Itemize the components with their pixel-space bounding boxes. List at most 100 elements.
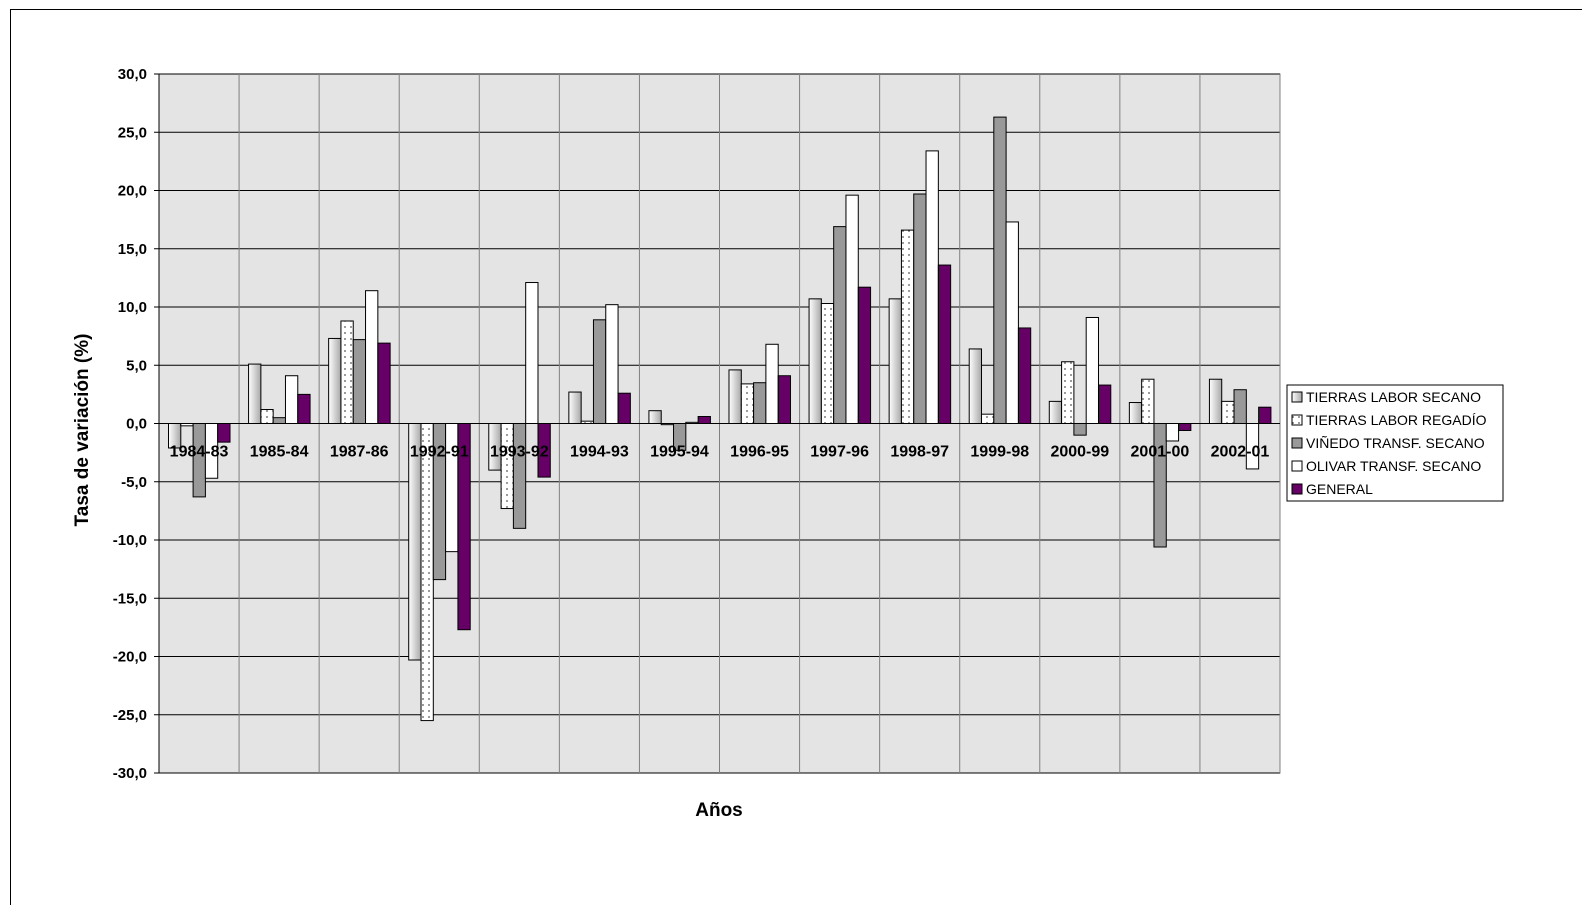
y-tick-label: 25,0 <box>118 124 147 141</box>
x-category-label: 1994-93 <box>570 444 629 461</box>
bar <box>272 417 286 425</box>
legend-swatch <box>1291 391 1303 403</box>
y-tick-label: -5,0 <box>121 474 147 491</box>
bar <box>981 413 995 424</box>
bar <box>592 319 607 424</box>
bar <box>1048 400 1063 424</box>
bar <box>968 348 983 424</box>
bar <box>765 343 779 424</box>
y-tick-label: -30,0 <box>113 765 147 782</box>
bar <box>365 290 379 424</box>
bar <box>777 375 792 425</box>
legend-swatch <box>1291 460 1303 472</box>
bar <box>284 375 299 425</box>
y-tick-label: -10,0 <box>113 532 147 549</box>
bar <box>217 423 231 443</box>
bar <box>352 339 367 424</box>
bar <box>1061 361 1075 424</box>
legend-swatch <box>1291 437 1303 449</box>
bar <box>297 393 311 425</box>
x-category-label: 1999-98 <box>970 444 1029 461</box>
bar <box>888 298 902 425</box>
bar <box>1258 406 1272 425</box>
bar <box>1178 423 1192 431</box>
legend-box <box>1286 384 1504 502</box>
bar <box>820 303 835 424</box>
y-tick-label: 20,0 <box>118 183 147 200</box>
legend-label: GENERAL <box>1306 481 1373 497</box>
bar <box>993 116 1007 424</box>
y-tick-label: 30,0 <box>118 66 147 83</box>
bar <box>1097 384 1112 424</box>
bar <box>1017 327 1032 424</box>
legend-label: VIÑEDO TRANSF. SECANO <box>1306 435 1485 451</box>
bar <box>512 423 527 529</box>
bar <box>260 409 274 424</box>
bar <box>568 391 582 424</box>
legend-label: TIERRAS LABOR SECANO <box>1306 389 1481 405</box>
x-category-label: 1984-83 <box>170 444 229 461</box>
gridlines <box>154 73 1281 774</box>
bar <box>328 337 342 425</box>
bar <box>1128 402 1143 424</box>
y-tick-label: 10,0 <box>118 299 147 316</box>
y-tick-labels: 30,0 25,0 20,0 15,0 10,0 5,0 0,0 -5,0 -10,0 -15,0… <box>113 66 147 782</box>
bar <box>913 193 927 424</box>
bar <box>1233 389 1247 424</box>
x-category-label: 2001-00 <box>1131 444 1190 461</box>
bar <box>648 410 662 425</box>
legend-label: TIERRAS LABOR REGADÍO <box>1306 412 1487 428</box>
bar <box>937 264 952 424</box>
y-tick-label: -15,0 <box>113 590 147 607</box>
x-category-labels: 1984-83 1985-84 1987-86 1992-91 1993-92 1994-… <box>170 444 1270 461</box>
bar <box>1208 378 1223 425</box>
y-tick-label: 0,0 <box>126 416 147 433</box>
x-category-label: 1996-95 <box>730 444 789 461</box>
bar <box>740 383 755 425</box>
bar <box>728 369 742 425</box>
x-category-label: 1997-96 <box>810 444 869 461</box>
bar <box>1085 316 1099 424</box>
bar <box>377 342 391 424</box>
bar <box>808 298 822 425</box>
x-category-label: 2002-01 <box>1211 444 1270 461</box>
y-tick-label: 15,0 <box>118 241 147 258</box>
bar <box>340 320 354 425</box>
bar <box>248 363 262 424</box>
y-tick-label: -25,0 <box>113 707 147 724</box>
legend: TIERRAS LABOR SECANO TIERRAS LABOR REGADÍ… <box>1286 384 1504 502</box>
bar <box>525 282 539 424</box>
legend-swatch <box>1291 414 1303 426</box>
x-category-label: 1995-94 <box>650 444 709 461</box>
y-tick-label: -20,0 <box>113 649 147 666</box>
x-category-label: 1998-97 <box>890 444 949 461</box>
bar <box>1221 400 1235 424</box>
bar <box>1153 423 1167 548</box>
x-axis-title: Años <box>695 800 743 821</box>
bar <box>605 304 619 425</box>
bar <box>420 423 434 722</box>
bar <box>900 229 915 424</box>
legend-label: OLIVAR TRANSF. SECANO <box>1306 458 1481 474</box>
legend-swatch <box>1291 483 1303 495</box>
bar <box>753 382 767 424</box>
bar <box>857 286 872 424</box>
bar <box>925 150 939 424</box>
bar <box>845 194 859 424</box>
y-axis-title: Tasa de variación (%) <box>72 334 93 527</box>
x-category-label: 1992-91 <box>410 444 469 461</box>
y-tick-label: 5,0 <box>126 357 147 374</box>
bar <box>697 416 711 425</box>
bar <box>500 423 514 510</box>
x-category-label: 1985-84 <box>250 444 309 461</box>
bar <box>833 226 847 424</box>
x-category-label: 1993-92 <box>490 444 549 461</box>
bar <box>1165 423 1180 442</box>
bar <box>617 392 631 424</box>
bar <box>1005 221 1019 424</box>
x-category-label: 1987-86 <box>330 444 389 461</box>
bar <box>1073 423 1087 436</box>
x-category-label: 2000-99 <box>1050 444 1109 461</box>
bar <box>1141 378 1155 425</box>
